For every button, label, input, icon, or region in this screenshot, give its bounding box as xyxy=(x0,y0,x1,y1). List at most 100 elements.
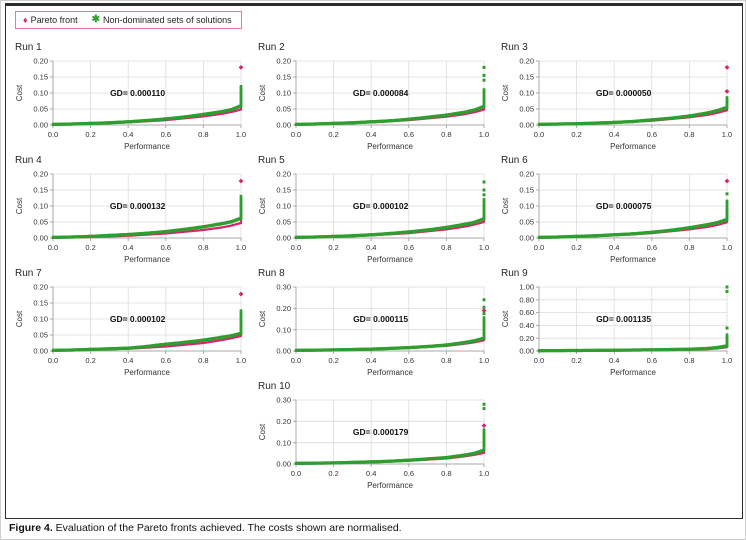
nd-point xyxy=(316,235,319,239)
nd-point xyxy=(158,230,162,234)
nd-point xyxy=(433,114,436,119)
nd-point xyxy=(712,221,715,226)
nd-point xyxy=(147,344,150,348)
nd-point xyxy=(476,219,479,223)
nd-point xyxy=(550,235,554,239)
nd-point xyxy=(411,229,415,234)
nd-point xyxy=(474,107,478,112)
nd-point xyxy=(705,346,709,351)
nd-point xyxy=(296,122,299,126)
y-axis-title: Cost xyxy=(258,310,267,327)
nd-point xyxy=(579,234,583,238)
nd-point xyxy=(413,458,416,462)
y-tick-label: 0.20 xyxy=(519,334,534,343)
nd-point xyxy=(371,233,374,237)
nd-point xyxy=(328,461,331,465)
nd-point xyxy=(420,457,424,461)
nd-point xyxy=(546,122,549,126)
x-tick-label: 0.8 xyxy=(684,243,694,252)
gd-annotation: GD= 0.000132 xyxy=(110,201,166,211)
nd-point xyxy=(308,461,312,465)
nd-point xyxy=(403,230,406,234)
nd-point xyxy=(639,348,642,352)
nd-point xyxy=(578,122,581,126)
nd-point xyxy=(454,454,458,458)
nd-point xyxy=(400,346,403,350)
nd-point xyxy=(227,108,231,112)
nd-point xyxy=(304,122,308,126)
nd-point xyxy=(318,348,321,352)
nd-point xyxy=(411,117,415,121)
y-axis-title: Cost xyxy=(15,310,24,327)
nd-point xyxy=(719,108,722,112)
nd-point xyxy=(90,347,94,351)
nd-point xyxy=(367,233,370,237)
x-axis-title: Performance xyxy=(124,255,170,264)
nd-point xyxy=(294,461,298,465)
nd-point xyxy=(134,232,137,236)
nd-point xyxy=(79,235,82,239)
nd-point xyxy=(61,348,65,352)
x-tick-label: 0.6 xyxy=(647,243,657,252)
x-tick-label: 1.0 xyxy=(479,243,489,252)
nd-point xyxy=(553,122,556,126)
nd-point xyxy=(346,234,350,238)
nd-point xyxy=(346,348,349,352)
nd-point xyxy=(454,112,458,116)
nd-point xyxy=(145,118,149,123)
nd-point xyxy=(131,232,134,236)
nd-point xyxy=(206,112,209,116)
nd-point xyxy=(676,227,679,231)
nd-point xyxy=(621,232,625,236)
nd-point xyxy=(582,348,585,352)
nd-point xyxy=(397,231,400,235)
nd-point xyxy=(618,348,622,352)
x-axis-title: Performance xyxy=(367,481,413,490)
nd-point xyxy=(465,110,468,114)
nd-point xyxy=(387,346,390,351)
nd-point xyxy=(455,454,459,458)
nd-point xyxy=(358,347,362,351)
nd-point xyxy=(474,451,478,455)
x-tick-label: 0.4 xyxy=(609,356,619,365)
nd-point xyxy=(364,347,367,351)
nd-point xyxy=(58,235,62,239)
nd-point xyxy=(89,234,92,238)
nd-point xyxy=(354,460,358,464)
nd-point xyxy=(435,456,438,460)
nd-point xyxy=(458,111,462,115)
nd-point xyxy=(83,235,87,239)
nd-point xyxy=(663,117,667,121)
nd-point xyxy=(380,459,383,464)
x-tick-label: 0.4 xyxy=(609,243,619,252)
nd-point xyxy=(450,224,454,229)
nd-point xyxy=(472,452,475,456)
nd-point xyxy=(152,231,156,235)
nd-point xyxy=(394,118,398,122)
nd-point xyxy=(129,346,133,350)
nd-point xyxy=(388,231,392,236)
nd-point xyxy=(372,460,376,464)
nd-point xyxy=(177,341,181,345)
nd-point xyxy=(112,120,115,125)
nd-point xyxy=(579,122,583,126)
nd-point xyxy=(109,347,113,351)
nd-point xyxy=(297,461,301,465)
nd-point xyxy=(470,339,474,343)
y-tick-label: 0.20 xyxy=(33,283,48,292)
nd-point xyxy=(429,115,432,119)
nd-point xyxy=(356,120,360,125)
nd-point xyxy=(116,233,120,237)
nd-point xyxy=(335,461,338,465)
nd-point xyxy=(337,461,341,465)
nd-point xyxy=(297,348,301,352)
nd-point xyxy=(617,120,620,124)
gd-annotation: GD= 0.000110 xyxy=(110,88,165,98)
nd-point xyxy=(450,455,454,459)
nd-outlier-point xyxy=(725,289,729,293)
nd-point xyxy=(139,232,143,236)
x-tick-label: 0.4 xyxy=(366,469,376,478)
nd-point xyxy=(339,461,342,465)
nd-point xyxy=(385,119,389,123)
nd-point xyxy=(67,235,71,239)
